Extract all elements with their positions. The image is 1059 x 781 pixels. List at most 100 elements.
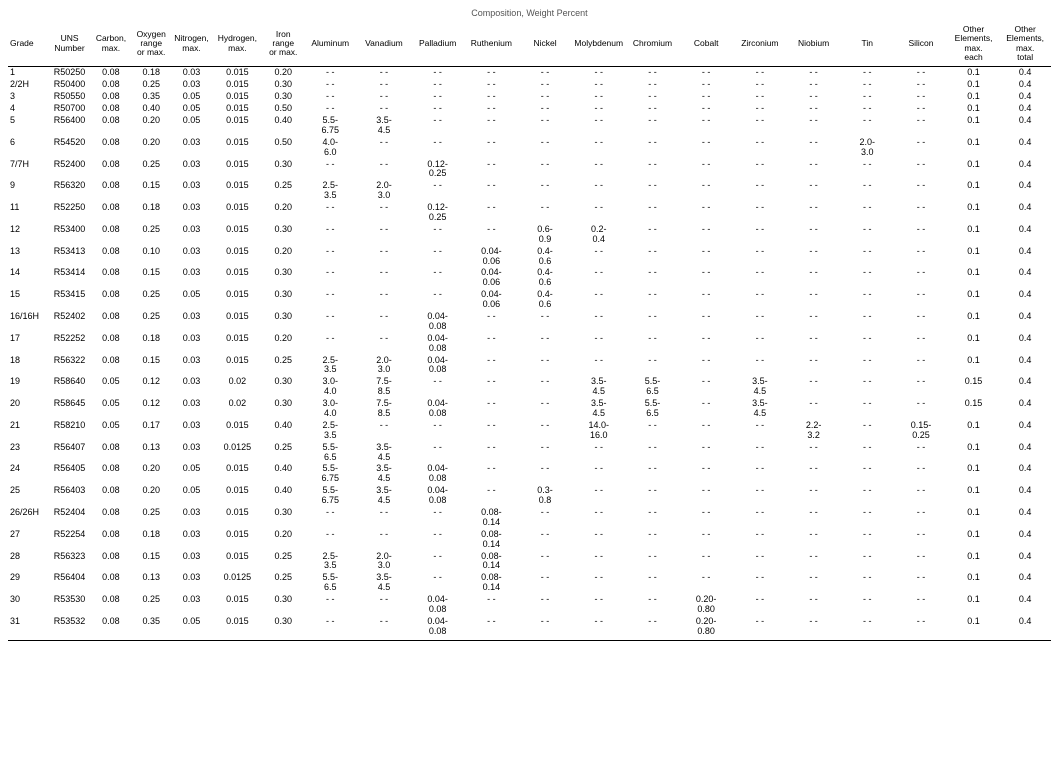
cell-ru: - -	[465, 91, 519, 103]
cell-mo: 3.5- 4.5	[572, 376, 626, 398]
cell-uns: R56404	[48, 572, 91, 594]
cell-al: - -	[303, 202, 357, 224]
cell-ru: - -	[465, 594, 519, 616]
cell-carbon: 0.08	[91, 333, 131, 355]
cell-oe_total: 0.4	[999, 616, 1051, 640]
cell-zr: - -	[733, 420, 787, 442]
table-row: 12R534000.080.250.030.0150.30- -- -- -- …	[8, 224, 1051, 246]
cell-si: - -	[894, 67, 948, 79]
cell-sn: - -	[840, 442, 894, 464]
cell-sn: - -	[840, 91, 894, 103]
cell-nitrogen: 0.05	[171, 115, 211, 137]
cell-ru: - -	[465, 67, 519, 79]
cell-carbon: 0.05	[91, 398, 131, 420]
cell-iron: 0.30	[263, 616, 303, 640]
cell-v: 3.5- 4.5	[357, 442, 411, 464]
cell-carbon: 0.08	[91, 67, 131, 79]
cell-ni: - -	[518, 333, 572, 355]
cell-al: - -	[303, 507, 357, 529]
cell-grade: 18	[8, 355, 48, 377]
cell-v: - -	[357, 420, 411, 442]
cell-ni: - -	[518, 376, 572, 398]
table-row: 4R507000.080.400.050.0150.50- -- -- -- -…	[8, 103, 1051, 115]
cell-grade: 3	[8, 91, 48, 103]
cell-v: - -	[357, 103, 411, 115]
cell-pd: - -	[411, 529, 465, 551]
cell-nitrogen: 0.03	[171, 333, 211, 355]
cell-nb: - -	[787, 159, 841, 181]
cell-pd: - -	[411, 289, 465, 311]
cell-uns: R50550	[48, 91, 91, 103]
cell-oxygen: 0.13	[131, 442, 171, 464]
cell-mo: - -	[572, 333, 626, 355]
cell-uns: R56320	[48, 180, 91, 202]
cell-v: - -	[357, 79, 411, 91]
cell-ru: - -	[465, 224, 519, 246]
cell-hydrogen: 0.015	[212, 333, 263, 355]
cell-carbon: 0.08	[91, 485, 131, 507]
cell-si: - -	[894, 485, 948, 507]
cell-hydrogen: 0.015	[212, 91, 263, 103]
cell-iron: 0.40	[263, 485, 303, 507]
cell-carbon: 0.08	[91, 137, 131, 159]
cell-pd: 0.04- 0.08	[411, 594, 465, 616]
cell-carbon: 0.05	[91, 420, 131, 442]
cell-grade: 13	[8, 246, 48, 268]
cell-zr: - -	[733, 463, 787, 485]
cell-si: - -	[894, 159, 948, 181]
cell-grade: 12	[8, 224, 48, 246]
cell-ni: - -	[518, 137, 572, 159]
cell-hydrogen: 0.015	[212, 180, 263, 202]
cell-sn: - -	[840, 616, 894, 640]
cell-zr: - -	[733, 311, 787, 333]
cell-grade: 17	[8, 333, 48, 355]
cell-cr: - -	[626, 202, 680, 224]
cell-mo: - -	[572, 289, 626, 311]
cell-oe_each: 0.1	[948, 507, 999, 529]
table-row: 13R534130.080.100.030.0150.20- -- -- -0.…	[8, 246, 1051, 268]
cell-oe_each: 0.1	[948, 442, 999, 464]
table-row: 29R564040.080.130.030.01250.255.5- 6.53.…	[8, 572, 1051, 594]
table-row: 30R535300.080.250.030.0150.30- -- -0.04-…	[8, 594, 1051, 616]
cell-si: - -	[894, 289, 948, 311]
cell-oe_each: 0.1	[948, 529, 999, 551]
cell-si: - -	[894, 103, 948, 115]
cell-cr: - -	[626, 91, 680, 103]
cell-co: - -	[679, 572, 733, 594]
cell-hydrogen: 0.015	[212, 224, 263, 246]
table-row: 9R563200.080.150.030.0150.252.5- 3.52.0-…	[8, 180, 1051, 202]
cell-zr: 3.5- 4.5	[733, 376, 787, 398]
cell-oe_each: 0.1	[948, 333, 999, 355]
cell-pd: - -	[411, 376, 465, 398]
cell-iron: 0.20	[263, 529, 303, 551]
cell-oe_total: 0.4	[999, 180, 1051, 202]
cell-sn: - -	[840, 202, 894, 224]
cell-uns: R53530	[48, 594, 91, 616]
cell-nitrogen: 0.03	[171, 224, 211, 246]
cell-uns: R56403	[48, 485, 91, 507]
cell-pd: 0.04- 0.08	[411, 616, 465, 640]
cell-iron: 0.25	[263, 442, 303, 464]
cell-carbon: 0.08	[91, 572, 131, 594]
cell-zr: - -	[733, 91, 787, 103]
cell-pd: - -	[411, 507, 465, 529]
cell-oxygen: 0.15	[131, 551, 171, 573]
cell-co: 0.20- 0.80	[679, 616, 733, 640]
cell-nitrogen: 0.03	[171, 507, 211, 529]
cell-oxygen: 0.20	[131, 137, 171, 159]
cell-uns: R58210	[48, 420, 91, 442]
cell-grade: 1	[8, 67, 48, 79]
cell-iron: 0.50	[263, 103, 303, 115]
cell-nitrogen: 0.03	[171, 376, 211, 398]
table-row: 16/16HR524020.080.250.030.0150.30- -- -0…	[8, 311, 1051, 333]
cell-oe_each: 0.1	[948, 67, 999, 79]
cell-ru: - -	[465, 180, 519, 202]
cell-zr: - -	[733, 485, 787, 507]
col-oxygen: Oxygen range or max.	[131, 24, 171, 67]
col-nb: Niobium	[787, 24, 841, 67]
cell-si: - -	[894, 551, 948, 573]
cell-v: - -	[357, 267, 411, 289]
cell-oe_each: 0.1	[948, 137, 999, 159]
cell-grade: 7/7H	[8, 159, 48, 181]
cell-pd: - -	[411, 442, 465, 464]
